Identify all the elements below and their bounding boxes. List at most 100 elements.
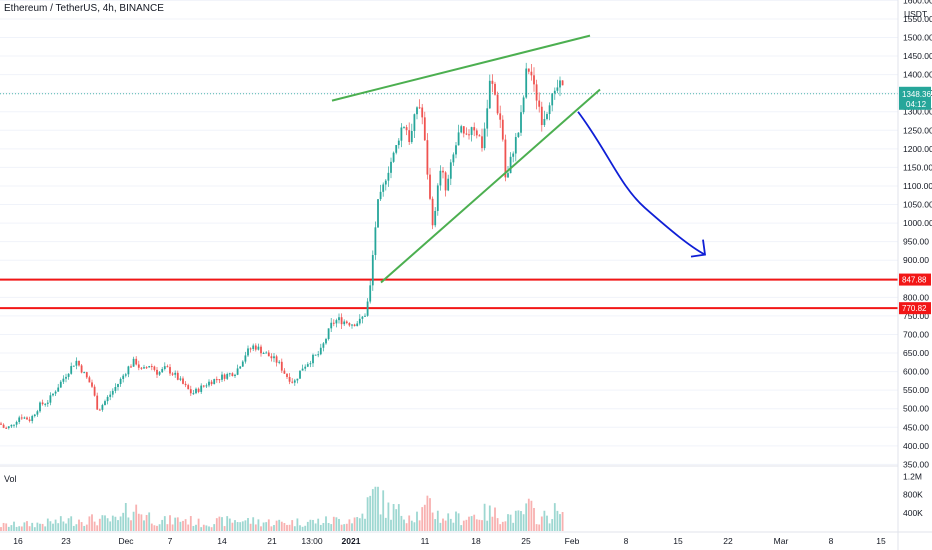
candle-body xyxy=(197,388,200,392)
candle-body xyxy=(340,317,343,325)
candle-body xyxy=(57,387,60,392)
candle-body xyxy=(2,424,5,428)
candle-body xyxy=(70,366,73,374)
candle-body xyxy=(169,367,171,374)
volume-bar xyxy=(59,516,62,531)
candle-body xyxy=(135,358,138,365)
candle-body xyxy=(397,140,400,146)
volume-bar xyxy=(127,517,130,531)
candle-body xyxy=(374,227,377,256)
volume-bar xyxy=(382,490,385,531)
volume-bar xyxy=(455,511,457,531)
support-level-label: 770.82 xyxy=(902,304,927,313)
time-tick-label: 15 xyxy=(673,536,683,546)
candle-body xyxy=(309,363,312,365)
volume-bar xyxy=(447,513,450,531)
candle-body xyxy=(504,139,507,178)
candle-body xyxy=(109,394,112,397)
volume-bar xyxy=(436,510,439,531)
candle-body xyxy=(473,127,476,131)
candle-body xyxy=(338,317,340,321)
volume-bar xyxy=(280,521,283,531)
volume-bar xyxy=(28,526,31,531)
candle-body xyxy=(52,393,54,396)
volume-bar xyxy=(234,520,236,531)
time-tick-label: 22 xyxy=(723,536,733,546)
candle-body xyxy=(332,322,335,324)
candle-body xyxy=(75,360,78,366)
volume-bar xyxy=(189,516,192,531)
price-tick-label: 950.00 xyxy=(903,237,929,247)
candle-body xyxy=(106,396,109,402)
candle-body xyxy=(171,373,174,375)
candle-body xyxy=(520,112,522,133)
price-tick-label: 750.00 xyxy=(903,311,929,321)
volume-bar xyxy=(205,525,208,531)
candle-body xyxy=(182,378,184,384)
price-tick-label: 1050.00 xyxy=(903,200,932,210)
volume-bar xyxy=(244,520,247,531)
volume-bar xyxy=(275,520,278,531)
candle-body xyxy=(452,154,455,163)
candle-body xyxy=(392,152,395,162)
volume-bar xyxy=(418,520,421,531)
time-tick-label: 2021 xyxy=(342,536,361,546)
candle-body xyxy=(353,324,356,327)
volume-bar xyxy=(78,519,80,531)
price-tick-label: 1600.00 xyxy=(903,0,932,5)
candle-body xyxy=(67,373,70,377)
candle-body xyxy=(551,93,554,106)
candle-body xyxy=(301,368,304,371)
candle-body xyxy=(377,199,379,228)
volume-bar xyxy=(416,511,418,531)
volume-bar xyxy=(221,517,223,531)
volume-bar xyxy=(408,515,411,531)
candle-body xyxy=(431,198,434,226)
volume-bar xyxy=(145,514,148,531)
volume-bar xyxy=(473,514,476,531)
volume-bar xyxy=(111,515,114,531)
volume-bar xyxy=(184,519,187,531)
candle-body xyxy=(140,367,143,369)
candle-body xyxy=(351,324,353,326)
volume-bar xyxy=(462,520,465,531)
candle-body xyxy=(247,348,249,356)
candle-body xyxy=(148,366,151,368)
volume-bar xyxy=(135,504,138,531)
volume-bar xyxy=(174,517,177,531)
candle-body xyxy=(548,105,551,115)
candle-body xyxy=(491,80,494,84)
candle-body xyxy=(444,172,447,191)
volume-bar xyxy=(10,525,13,531)
volume-bar xyxy=(548,523,551,531)
time-tick-label: 16 xyxy=(13,536,23,546)
price-tick-label: 500.00 xyxy=(903,404,929,414)
time-tick-label: Feb xyxy=(565,536,580,546)
volume-bar xyxy=(522,514,525,531)
candle-body xyxy=(132,358,135,367)
volume-bar xyxy=(478,519,481,531)
volume-bar xyxy=(278,519,281,531)
candle-body xyxy=(187,385,190,390)
candle-body xyxy=(356,323,359,327)
candle-body xyxy=(361,316,364,319)
volume-bar xyxy=(525,503,528,531)
volume-bar xyxy=(273,525,275,531)
volume-bar xyxy=(553,503,556,531)
volume-bar xyxy=(533,507,535,531)
time-tick-label: 13:00 xyxy=(301,536,323,546)
volume-bar xyxy=(358,518,361,531)
volume-bar xyxy=(109,521,112,531)
volume-bar xyxy=(496,518,499,531)
candle-body xyxy=(273,356,275,359)
candle-body xyxy=(124,374,127,376)
candle-body xyxy=(23,417,26,419)
time-tick-label: Mar xyxy=(774,536,789,546)
candle-body xyxy=(213,379,216,385)
price-tick-label: 550.00 xyxy=(903,385,929,395)
volume-bar xyxy=(442,518,444,531)
time-tick-label: 8 xyxy=(829,536,834,546)
volume-bar xyxy=(426,495,429,531)
candle-body xyxy=(249,348,252,350)
